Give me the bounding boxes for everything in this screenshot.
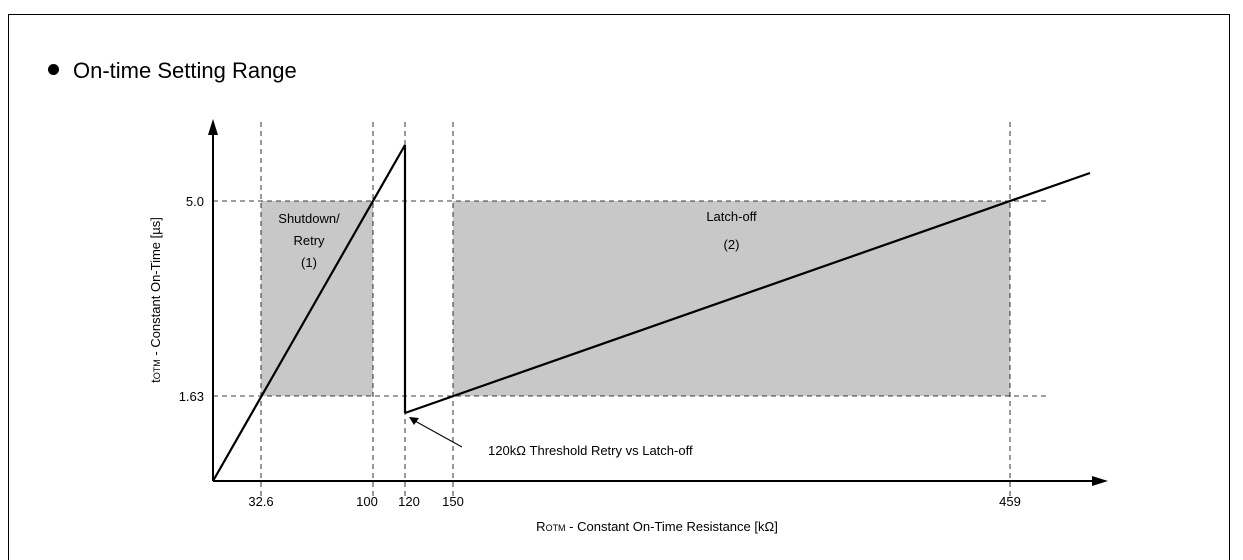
region-2-label: (2): [724, 237, 740, 252]
figure-frame: [8, 14, 1230, 560]
y-axis-title: tOTM - Constant On-Time [µs]: [148, 217, 163, 383]
annotation-leader: [414, 420, 463, 448]
y-tick-label-5.0: 5.0: [186, 194, 204, 209]
series-line-1: [212, 144, 406, 482]
bullet-icon: [48, 63, 59, 75]
x-tick-label-100: 100: [356, 494, 378, 509]
annotation-arrow-icon: [409, 417, 419, 425]
y-axis-arrow-icon: [208, 119, 218, 135]
region-1-label: Retry: [293, 233, 325, 248]
x-axis-arrow-icon: [1092, 476, 1108, 486]
annotation-text: 120kΩ Threshold Retry vs Latch-off: [488, 443, 693, 458]
x-axis-title: ROTM - Constant On-Time Resistance [kΩ]: [536, 519, 778, 534]
x-tick-label-459: 459: [999, 494, 1021, 509]
heading-text: On-time Setting Range: [73, 58, 297, 83]
region-2-label: Latch-off: [706, 209, 757, 224]
region-1-label: (1): [301, 255, 317, 270]
series-line-3: [404, 171, 1091, 415]
region-1-label: Shutdown/: [278, 211, 340, 226]
x-tick-label-150: 150: [442, 494, 464, 509]
x-tick-label-32.6: 32.6: [248, 494, 273, 509]
y-tick-label-1.63: 1.63: [179, 389, 204, 404]
x-tick-label-120: 120: [398, 494, 420, 509]
section-heading: On-time Setting Range: [48, 58, 297, 84]
